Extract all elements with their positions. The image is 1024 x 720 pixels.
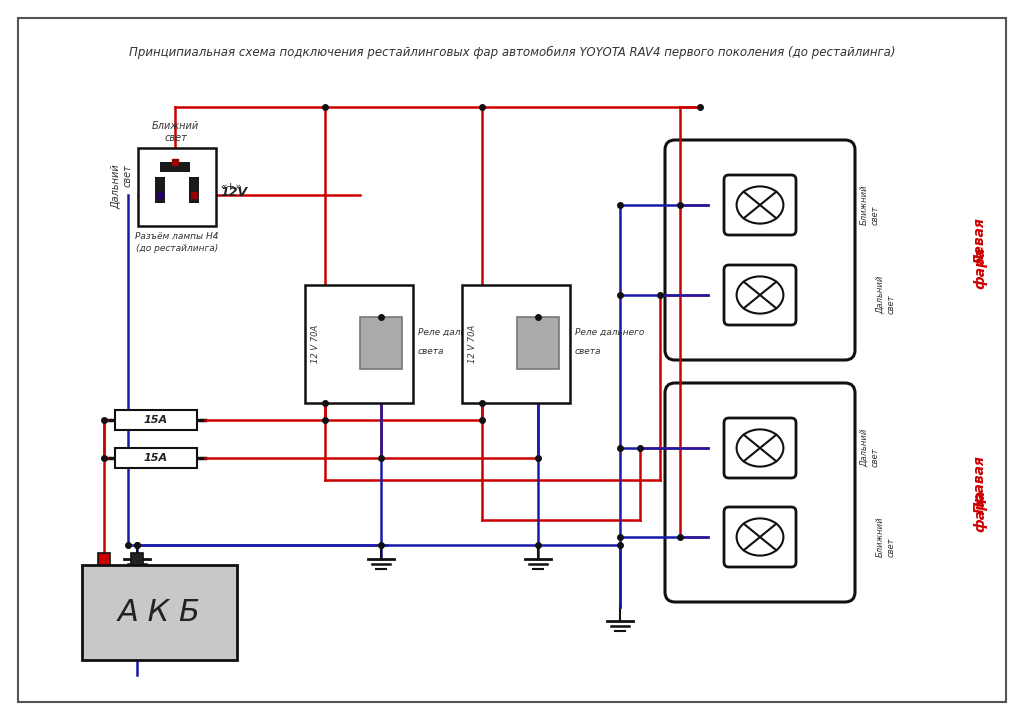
Bar <box>115 448 197 468</box>
Text: света: света <box>575 346 601 356</box>
Text: 12V: 12V <box>220 186 247 199</box>
Text: Дальний
свет: Дальний свет <box>876 276 895 314</box>
FancyBboxPatch shape <box>724 265 796 325</box>
Text: фара: фара <box>973 490 987 531</box>
Text: 15А: 15А <box>144 453 168 463</box>
Bar <box>161 162 190 172</box>
Ellipse shape <box>736 429 783 467</box>
Text: 12 V 70A: 12 V 70A <box>310 325 319 363</box>
Ellipse shape <box>736 186 783 224</box>
Text: Левая: Левая <box>973 218 987 266</box>
Text: Разъём лампы Н4: Разъём лампы Н4 <box>135 232 219 241</box>
Text: Принципиальная схема подключения рестайлинговых фар автомобиля YOYOTA RAV4 перво: Принципиальная схема подключения рестайл… <box>129 45 895 58</box>
Ellipse shape <box>736 276 783 314</box>
Bar <box>115 410 197 430</box>
Text: Реле дальнего: Реле дальнего <box>418 328 487 337</box>
FancyBboxPatch shape <box>724 507 796 567</box>
Bar <box>98 553 110 565</box>
Text: Ближний
свет: Ближний свет <box>876 517 895 557</box>
Bar <box>138 148 216 226</box>
Text: Ближний
свет: Ближний свет <box>860 185 880 225</box>
Text: «+»: «+» <box>220 182 242 192</box>
Text: 15А: 15А <box>144 415 168 425</box>
Bar <box>517 317 559 369</box>
Text: Правая: Правая <box>973 456 987 513</box>
Text: света: света <box>418 346 444 356</box>
FancyBboxPatch shape <box>724 418 796 478</box>
Text: Реле дальнего: Реле дальнего <box>575 328 644 337</box>
Bar <box>189 177 199 203</box>
Bar <box>82 565 237 660</box>
Bar <box>360 317 402 369</box>
Text: 12 V 70A: 12 V 70A <box>468 325 476 363</box>
Text: Дальний
свет: Дальний свет <box>860 429 880 467</box>
Text: фара: фара <box>973 247 987 289</box>
FancyBboxPatch shape <box>724 175 796 235</box>
Bar <box>305 285 413 403</box>
Bar <box>462 285 570 403</box>
Ellipse shape <box>736 518 783 556</box>
Text: А К Б: А К Б <box>118 598 201 627</box>
Text: Дальний
свет: Дальний свет <box>112 165 133 210</box>
Bar <box>155 177 165 203</box>
Text: (до рестайлинга): (до рестайлинга) <box>136 244 218 253</box>
Text: Ближний
свет: Ближний свет <box>152 122 199 143</box>
Bar <box>131 553 143 565</box>
